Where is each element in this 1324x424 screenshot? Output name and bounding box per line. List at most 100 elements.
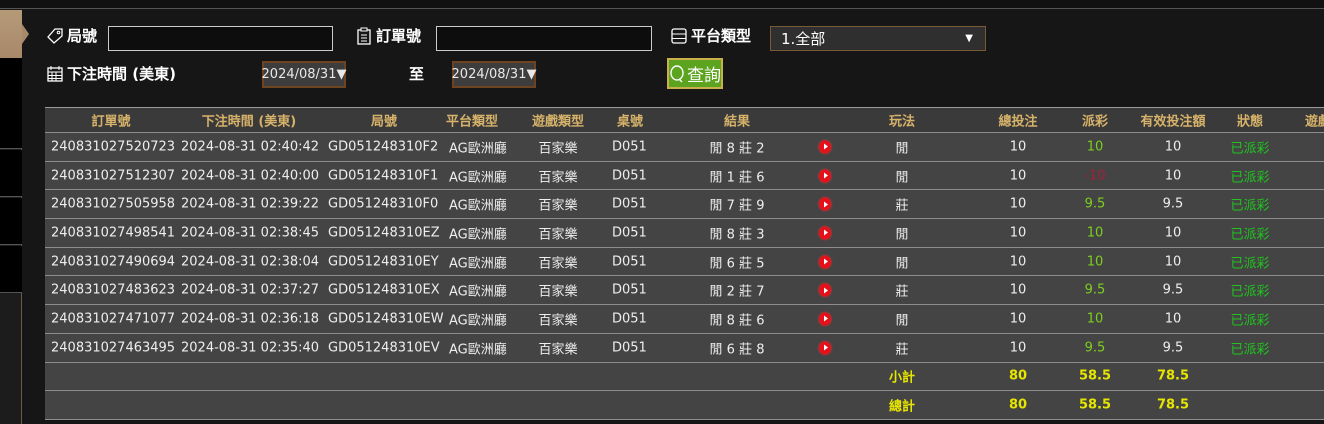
round-input[interactable] xyxy=(108,26,333,51)
result: 閒 8 莊 2 xyxy=(709,141,765,157)
play-video-icon[interactable] xyxy=(819,226,831,240)
round-id: GD051248310F0 xyxy=(328,196,439,212)
top-bar xyxy=(0,0,1324,9)
sidebar-item[interactable] xyxy=(0,58,22,105)
result: 閒 2 莊 7 xyxy=(709,284,765,300)
bet-option: 閒 xyxy=(895,141,909,157)
payout: 9.5 xyxy=(1084,196,1106,212)
result: 閒 7 莊 9 xyxy=(709,198,765,214)
game-type: 百家樂 xyxy=(538,342,578,358)
total-payout: 58.5 xyxy=(1078,397,1112,413)
table-id: D051 xyxy=(612,225,647,241)
table-row: 240831027471077 2024-08-31 02:36:18 GD0512… xyxy=(45,304,1324,333)
bet-option: 莊 xyxy=(895,342,909,358)
payout: 9.5 xyxy=(1084,282,1106,298)
status: 已派彩 xyxy=(1230,227,1270,243)
sidebar-item[interactable] xyxy=(0,198,22,245)
total-bet: 10 xyxy=(1009,254,1027,270)
order-number: 240831027490694 xyxy=(51,254,176,270)
status: 已派彩 xyxy=(1230,198,1270,214)
column-header: 桌號 xyxy=(616,114,644,130)
play-video-icon[interactable] xyxy=(819,312,831,326)
dropdown-arrow-icon: ▼ xyxy=(965,33,973,44)
total-row: 總計 80 58.5 78.5 xyxy=(45,390,1324,419)
to-label: 至 xyxy=(409,65,425,83)
payout: 10 xyxy=(1086,225,1104,241)
play-video-icon[interactable] xyxy=(819,283,831,297)
platform-type: AG歐洲廳 xyxy=(449,256,507,272)
order-number: 240831027512307 xyxy=(51,168,176,184)
order-number: 240831027520723 xyxy=(51,139,176,155)
bet-time: 2024-08-31 02:35:40 xyxy=(181,340,320,356)
platform-type: AG歐洲廳 xyxy=(449,170,507,186)
total-valid: 78.5 xyxy=(1156,397,1190,413)
total-label: 總計 xyxy=(888,399,916,415)
sidebar-item[interactable] xyxy=(0,150,22,197)
game-type: 百家樂 xyxy=(538,141,578,157)
order-number: 240831027505958 xyxy=(51,196,176,212)
bet-records-table: 訂單號 下注時間 (美東) 局號 平台類型 遊戲類型 桌號 結果 玩法 總投注 派彩 有效投注額 狀態… xyxy=(45,107,1324,420)
payout: 9.5 xyxy=(1084,340,1106,356)
total-bet: 10 xyxy=(1009,311,1027,327)
round-label: 局號 xyxy=(46,25,97,46)
round-id: GD051248310EV xyxy=(328,340,440,356)
result: 閒 6 莊 5 xyxy=(709,256,765,272)
tag-icon xyxy=(47,27,63,44)
column-header: 有效投注額 xyxy=(1140,114,1206,130)
date-to-picker[interactable]: 2024/08/31▼ xyxy=(452,61,536,88)
platform-select[interactable]: 1.全部 ▼ xyxy=(770,26,986,51)
date-from-picker[interactable]: 2024/08/31▼ xyxy=(262,61,346,88)
payout: -10 xyxy=(1084,168,1106,184)
play-video-icon[interactable] xyxy=(819,169,831,183)
play-video-icon[interactable] xyxy=(819,140,831,154)
platform-type: AG歐洲廳 xyxy=(449,198,507,214)
table-row: 240831027498541 2024-08-31 02:38:45 GD0512… xyxy=(45,218,1324,247)
order-number: 240831027498541 xyxy=(51,225,176,241)
status: 已派彩 xyxy=(1230,284,1270,300)
table-id: D051 xyxy=(612,254,647,270)
valid-bet: 10 xyxy=(1164,139,1182,155)
game-type: 百家樂 xyxy=(538,170,578,186)
bet-option: 閒 xyxy=(895,256,909,272)
sidebar-item[interactable] xyxy=(0,246,22,293)
sidebar-tab-active[interactable] xyxy=(0,10,22,58)
play-video-icon[interactable] xyxy=(819,197,831,211)
result: 閒 6 莊 8 xyxy=(709,342,765,358)
calendar-icon xyxy=(47,65,63,82)
column-header: 狀態 xyxy=(1236,114,1264,130)
payout: 10 xyxy=(1086,254,1104,270)
column-header: 總投注 xyxy=(998,114,1038,130)
status: 已派彩 xyxy=(1230,342,1270,358)
order-label: 訂單號 xyxy=(355,25,421,46)
bet-option: 莊 xyxy=(895,198,909,214)
bet-time-label: 下注時間 (美東) xyxy=(46,63,176,84)
column-header: 訂單號 xyxy=(91,114,131,130)
query-button[interactable]: 查詢 xyxy=(667,58,723,89)
result: 閒 8 莊 3 xyxy=(709,227,765,243)
play-video-icon[interactable] xyxy=(819,341,831,355)
bet-option: 閒 xyxy=(895,227,909,243)
game-type: 百家樂 xyxy=(538,313,578,329)
bet-option: 閒 xyxy=(895,313,909,329)
subtotal-row: 小計 80 58.5 78.5 xyxy=(45,361,1324,391)
valid-bet: 9.5 xyxy=(1162,196,1184,212)
result: 閒 1 莊 6 xyxy=(709,170,765,186)
play-video-icon[interactable] xyxy=(819,255,831,269)
round-id: GD051248310EX xyxy=(328,282,440,298)
bet-time: 2024-08-31 02:40:00 xyxy=(181,168,320,184)
column-header: 派彩 xyxy=(1081,114,1109,130)
platform-label: 平台類型 xyxy=(670,25,751,46)
platform-type: AG歐洲廳 xyxy=(449,342,507,358)
round-id: GD051248310EZ xyxy=(328,225,440,241)
game-type: 百家樂 xyxy=(538,256,578,272)
game-type: 百家樂 xyxy=(538,284,578,300)
table-row: 240831027483623 2024-08-31 02:37:27 GD0512… xyxy=(45,275,1324,305)
sidebar-item[interactable] xyxy=(0,102,22,149)
status: 已派彩 xyxy=(1230,141,1270,157)
table-row: 240831027512307 2024-08-31 02:40:00 GD0512… xyxy=(45,160,1324,190)
order-input[interactable] xyxy=(436,26,652,51)
platform-type: AG歐洲廳 xyxy=(449,284,507,300)
total-bet: 80 xyxy=(1008,397,1028,413)
total-bet: 10 xyxy=(1009,225,1027,241)
status: 已派彩 xyxy=(1230,170,1270,186)
